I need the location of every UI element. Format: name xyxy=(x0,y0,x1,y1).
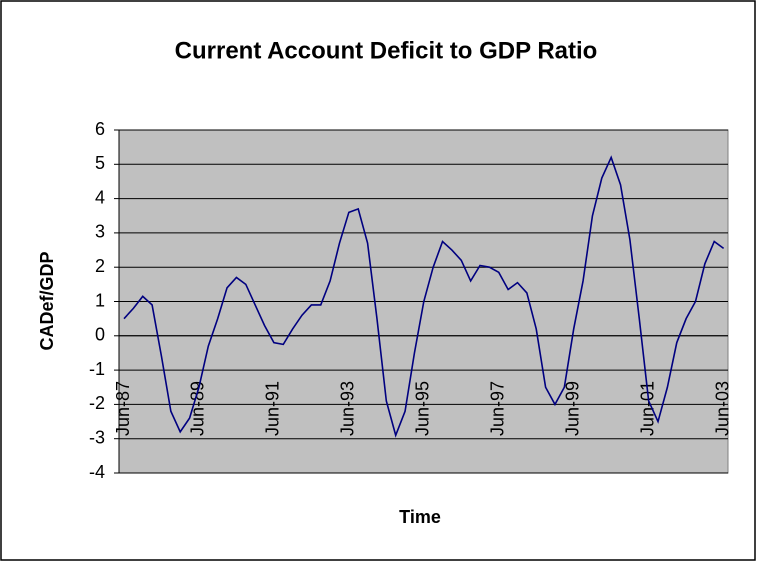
x-tick-label: Jun-89 xyxy=(188,381,208,436)
y-tick-label: 6 xyxy=(95,119,105,139)
x-tick-label: Jun-93 xyxy=(338,381,358,436)
x-tick-label: Jun-03 xyxy=(712,381,732,436)
x-tick-label: Jun-97 xyxy=(488,381,508,436)
x-tick-label: Jun-87 xyxy=(113,381,133,436)
y-tick-label: -1 xyxy=(89,359,105,379)
x-axis-label: Time xyxy=(399,507,441,527)
y-tick-label: 0 xyxy=(95,325,105,345)
x-tick-label: Jun-99 xyxy=(562,381,582,436)
x-tick-label: Jun-91 xyxy=(263,381,283,436)
y-tick-label: -2 xyxy=(89,393,105,413)
y-tick-label: 2 xyxy=(95,256,105,276)
chart-title: Current Account Deficit to GDP Ratio xyxy=(175,37,598,64)
y-tick-label: 3 xyxy=(95,222,105,242)
y-axis-label: CADef/GDP xyxy=(37,251,57,350)
y-tick-label: -3 xyxy=(89,427,105,447)
y-tick-label: 5 xyxy=(95,153,105,173)
x-tick-label: Jun-95 xyxy=(413,381,433,436)
y-tick-label: 1 xyxy=(95,290,105,310)
y-tick-label: 4 xyxy=(95,187,105,207)
data-line xyxy=(123,155,725,438)
y-tick-label: -4 xyxy=(89,462,105,482)
x-tick-label: Jun-01 xyxy=(637,381,657,436)
